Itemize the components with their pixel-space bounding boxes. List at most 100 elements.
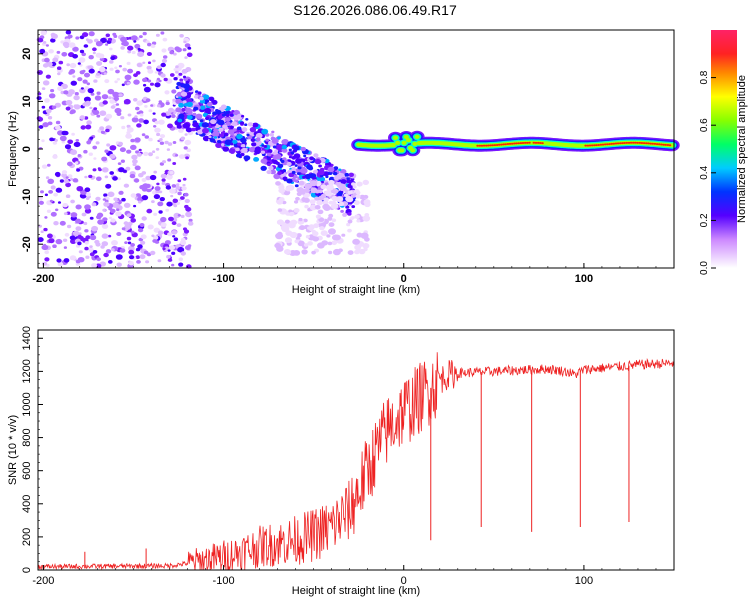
- heatmap-cell: [92, 51, 96, 55]
- heatmap-cell: [158, 100, 163, 104]
- heatmap-cell: [247, 122, 254, 127]
- heatmap-cell: [275, 232, 284, 240]
- heatmap-cell: [127, 50, 132, 54]
- heatmap-cell: [63, 246, 68, 249]
- heatmap-cell: [152, 150, 156, 153]
- heatmap-cell: [75, 139, 80, 142]
- heatmap-cell: [147, 152, 154, 157]
- heatmap-cell: [133, 98, 138, 102]
- snr-y-ticks: 0 200 400 600 800 1000 1200 1400: [21, 326, 43, 573]
- heatmap-cell: [43, 243, 47, 247]
- heatmap-cell: [109, 60, 114, 64]
- heatmap-cell: [528, 141, 531, 144]
- heatmap-cell: [151, 200, 155, 204]
- heatmap-cell: [52, 141, 58, 145]
- heatmap-cell: [277, 208, 283, 212]
- heatmap-cell: [81, 32, 89, 38]
- heatmap-cell: [102, 100, 108, 105]
- heatmap-cell: [252, 122, 259, 128]
- heatmap-cell: [506, 143, 510, 145]
- heatmap-cell: [205, 116, 210, 121]
- heatmap-cell: [98, 168, 102, 172]
- heatmap-cell: [178, 72, 183, 76]
- heatmap-cells: [36, 30, 680, 269]
- heatmap-cell: [362, 243, 370, 249]
- heatmap-cell: [304, 173, 312, 180]
- heatmap-cell: [194, 90, 199, 94]
- heatmap-cell: [184, 204, 189, 209]
- heatmap-cell: [105, 202, 109, 206]
- heatmap-cell: [103, 252, 109, 258]
- heatmap-cell: [152, 235, 159, 240]
- heatmap-cell: [156, 182, 160, 186]
- heatmap-cell: [178, 102, 185, 108]
- heatmap-cell: [220, 143, 225, 146]
- heatmap-cell: [38, 224, 42, 228]
- heatmap-cell: [159, 162, 165, 166]
- heatmap-cell: [350, 216, 355, 220]
- heatmap-cell: [176, 81, 182, 86]
- heatmap-cell: [120, 159, 125, 163]
- heatmap-cell: [392, 135, 399, 140]
- heatmap-cell: [126, 213, 132, 218]
- heatmap-cell: [536, 141, 540, 144]
- heatmap-cell: [177, 214, 181, 217]
- heatmap-cell: [109, 171, 115, 175]
- heatmap-cell: [170, 114, 176, 119]
- heatmap-cell: [154, 120, 160, 125]
- heatmap-cell: [186, 52, 193, 58]
- heatmap-cell: [317, 242, 325, 249]
- heatmap-cell: [93, 157, 97, 160]
- heatmap-cell: [53, 221, 59, 226]
- heatmap-cell: [86, 120, 92, 125]
- heatmap-cell: [244, 123, 248, 126]
- heatmap-cell: [84, 86, 90, 90]
- heatmap-cell: [267, 157, 271, 161]
- heatmap-cell: [260, 165, 267, 171]
- spectrogram-y-tick-label: 0: [21, 146, 33, 152]
- heatmap-cell: [179, 240, 187, 246]
- heatmap-cell: [288, 212, 294, 217]
- heatmap-cell: [71, 132, 75, 136]
- heatmap-cell: [322, 203, 330, 210]
- heatmap-cell: [143, 119, 149, 125]
- heatmap-cell: [182, 75, 187, 79]
- heatmap-cell: [182, 122, 190, 129]
- heatmap-cell: [105, 249, 112, 254]
- heatmap-cell: [110, 56, 116, 61]
- heatmap-cell: [78, 57, 86, 63]
- heatmap-cell: [116, 262, 122, 267]
- heatmap-cell: [345, 205, 350, 209]
- heatmap-cell: [147, 42, 152, 47]
- heatmap-cell: [107, 234, 112, 238]
- heatmap-cell: [145, 40, 150, 44]
- heatmap-cell: [314, 158, 322, 165]
- heatmap-cell: [76, 186, 84, 192]
- heatmap-cell: [144, 105, 148, 108]
- heatmap-cell: [127, 113, 132, 117]
- heatmap-cell: [52, 244, 57, 248]
- heatmap-cell: [95, 72, 101, 76]
- heatmap-cell: [136, 152, 142, 157]
- heatmap-cell: [313, 223, 320, 229]
- heatmap-cell: [85, 192, 91, 197]
- heatmap-cell: [130, 35, 138, 41]
- heatmap-cell: [126, 236, 132, 241]
- heatmap-cell: [356, 248, 361, 253]
- heatmap-cell: [243, 155, 251, 161]
- heatmap-cell: [131, 117, 139, 123]
- heatmap-cell: [235, 147, 240, 152]
- heatmap-cell: [65, 106, 71, 111]
- heatmap-cell: [254, 139, 262, 146]
- heatmap-cell: [121, 125, 126, 130]
- heatmap-cell: [269, 133, 274, 137]
- heatmap-cell: [152, 112, 156, 115]
- heatmap-cell: [48, 49, 54, 54]
- heatmap-cell: [288, 172, 295, 178]
- heatmap-cell: [328, 213, 334, 218]
- heatmap-cell: [97, 219, 105, 225]
- heatmap-cell: [175, 185, 181, 190]
- heatmap-cell: [168, 216, 174, 222]
- heatmap-cell: [102, 208, 106, 212]
- heatmap-cell: [599, 143, 603, 146]
